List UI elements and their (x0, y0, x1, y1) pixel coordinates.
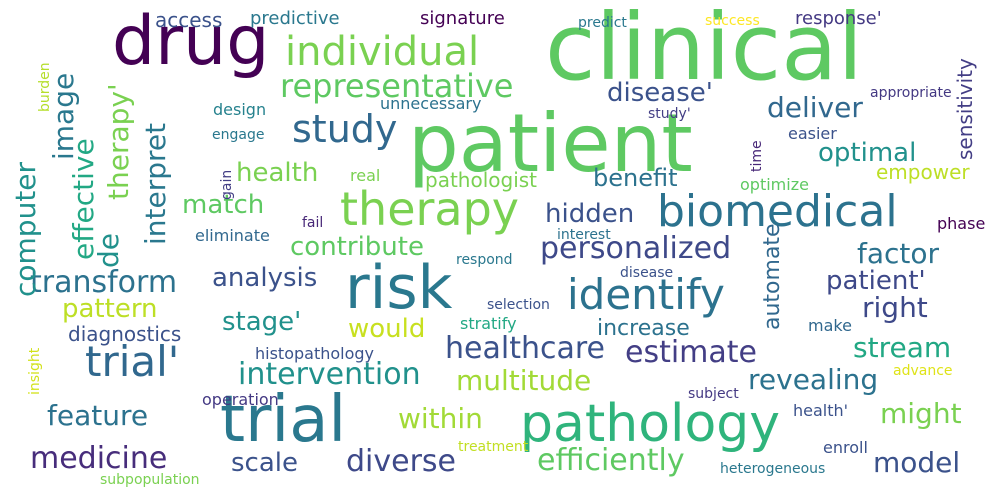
word-identify: identify (567, 270, 725, 319)
word-time: time (749, 140, 765, 172)
word-study: study (292, 107, 398, 151)
word-heterogeneous: heterogeneous (720, 461, 826, 477)
word-clinical: clinical (545, 0, 864, 101)
word-real: real (350, 166, 381, 185)
word-pathologist: pathologist (425, 168, 538, 192)
word-biomedical: biomedical (657, 186, 898, 237)
word-deliver: deliver (767, 91, 863, 124)
word-efficiently: efficiently (537, 443, 685, 478)
word-response-quote: response' (795, 8, 882, 29)
word-subpopulation: subpopulation (100, 472, 200, 488)
word-sensitivity: sensitivity (953, 58, 977, 160)
word-therapy-quote: therapy' (102, 83, 135, 200)
word-diagnostics: diagnostics (68, 322, 182, 346)
word-patient-quote: patient' (826, 266, 926, 296)
word-health: health (236, 158, 319, 188)
word-fail: fail (302, 215, 324, 231)
word-design: design (213, 100, 267, 119)
word-stage-quote: stage' (222, 307, 302, 337)
word-stratify: stratify (460, 314, 517, 333)
word-operation: operation (202, 390, 279, 409)
word-intervention: intervention (238, 357, 421, 392)
word-medicine: medicine (30, 441, 168, 476)
word-advance: advance (893, 363, 953, 379)
word-within: within (398, 402, 483, 435)
word-unnecessary: unnecessary (380, 94, 482, 113)
word-hidden: hidden (545, 199, 635, 229)
word-automate: automate (760, 223, 785, 330)
word-match: match (182, 190, 265, 220)
word-make: make (808, 316, 852, 335)
word-respond: respond (456, 252, 513, 268)
word-phase: phase (937, 214, 986, 233)
word-optimize: optimize (740, 175, 809, 194)
word-increase: increase (597, 316, 690, 341)
word-pattern: pattern (62, 294, 158, 324)
word-burden: burden (37, 62, 53, 112)
word-optimal: optimal (818, 138, 917, 168)
word-histopathology: histopathology (255, 344, 375, 363)
word-might: might (880, 397, 962, 430)
word-feature: feature (47, 399, 149, 432)
word-interpret: interpret (139, 122, 172, 245)
word-study-quote: study' (648, 106, 691, 122)
word-pathology: pathology (520, 394, 781, 454)
word-easier: easier (788, 124, 837, 143)
word-healthcare: healthcare (445, 331, 605, 366)
word-trial: trial (220, 383, 347, 457)
word-de: de (92, 233, 125, 268)
word-access: access (155, 8, 223, 32)
word-would: would (348, 314, 426, 344)
word-disease: disease (620, 265, 674, 281)
word-health-quote: health' (793, 401, 849, 420)
word-treatment: treatment (458, 439, 529, 455)
word-diverse: diverse (346, 444, 457, 479)
word-individual: individual (285, 29, 480, 75)
word-contribute: contribute (290, 232, 424, 262)
word-scale: scale (231, 448, 298, 478)
word-revealing: revealing (748, 363, 879, 396)
word-enroll: enroll (823, 438, 868, 457)
word-model: model (873, 446, 961, 479)
word-personalized: personalized (540, 231, 732, 266)
word-disease-quote: disease' (607, 78, 713, 108)
word-interest: interest (557, 227, 611, 243)
word-selection: selection (487, 297, 550, 313)
word-factor: factor (857, 237, 940, 270)
word-analysis: analysis (212, 263, 318, 293)
word-predict: predict (578, 15, 627, 31)
word-insight: insight (27, 347, 43, 395)
word-predictive: predictive (250, 8, 340, 29)
word-patient: patient (408, 97, 693, 190)
word-benefit: benefit (593, 164, 678, 192)
word-transform: transform (30, 265, 178, 300)
word-risk: risk (345, 253, 453, 323)
word-drug: drug (112, 2, 270, 81)
word-estimate: estimate (625, 335, 758, 370)
word-appropriate: appropriate (870, 85, 952, 101)
word-gain: gain (219, 169, 235, 200)
word-engage: engage (212, 127, 265, 143)
word-right: right (862, 291, 928, 324)
word-stream: stream (853, 331, 952, 364)
word-success: success (705, 13, 760, 29)
word-signature: signature (420, 8, 505, 29)
word-eliminate: eliminate (195, 226, 270, 245)
word-computer: computer (9, 161, 42, 297)
word-therapy: therapy (340, 182, 520, 236)
word-subject: subject (688, 386, 739, 402)
word-trial-quote: trial' (85, 337, 180, 386)
word-multitude: multitude (456, 364, 592, 397)
word-representative: representative (280, 67, 514, 105)
word-empower: empower (876, 160, 970, 184)
